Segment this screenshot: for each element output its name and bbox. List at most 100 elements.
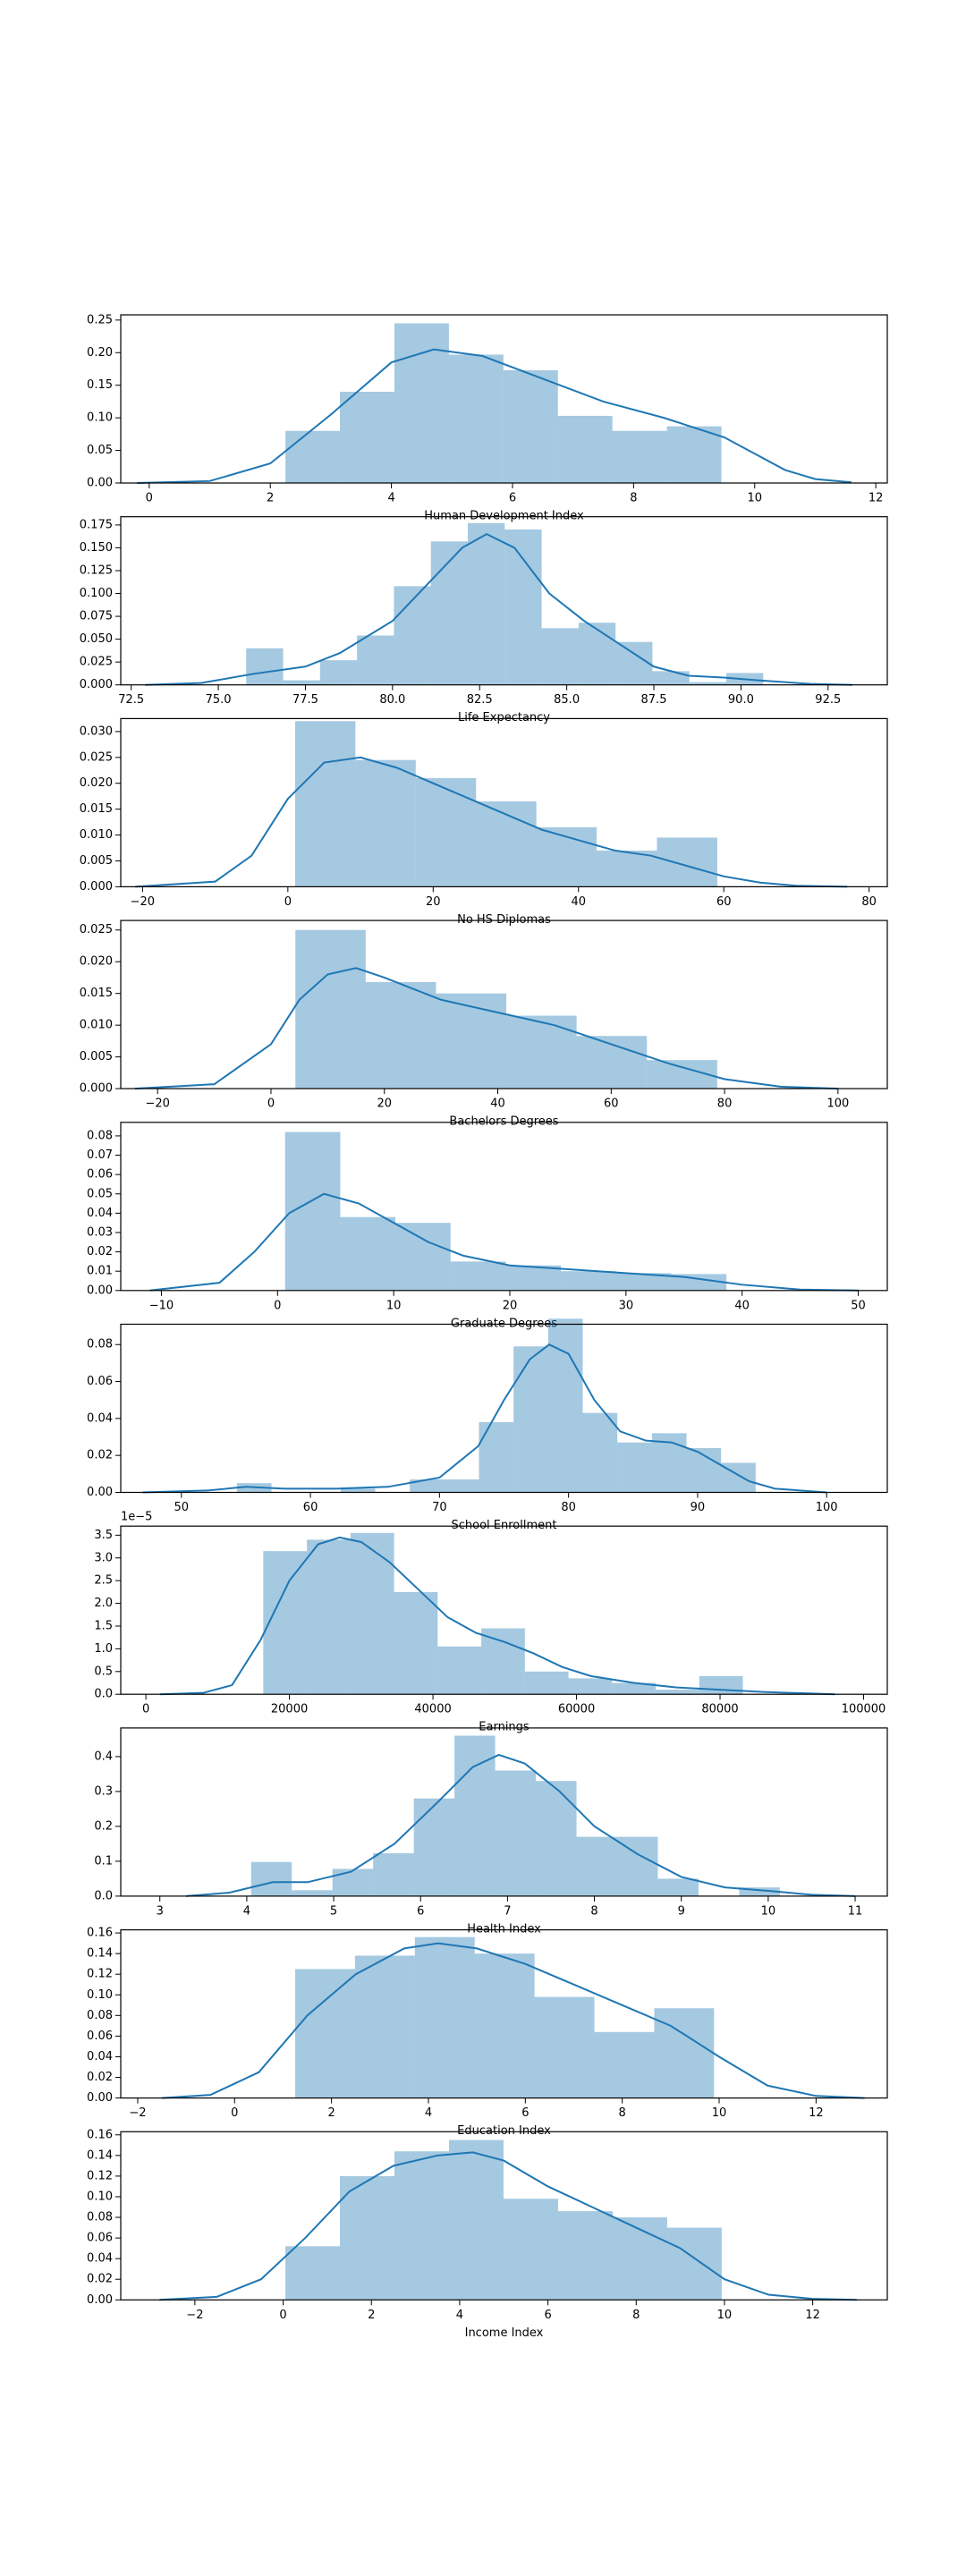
histogram-bar: [689, 682, 727, 685]
histogram-bar: [541, 628, 579, 685]
histogram-bar: [547, 1318, 583, 1493]
y-tick-label: 0.100: [80, 587, 113, 600]
x-tick-label: 80: [861, 895, 877, 909]
y-tick-label: 0.175: [80, 518, 113, 531]
histogram-bar: [394, 1591, 438, 1695]
x-tick-label: 9: [678, 1904, 685, 1918]
y-tick-label: 0.06: [87, 2029, 113, 2043]
histogram-bar: [657, 1878, 699, 1896]
histogram-bar: [534, 1996, 595, 2098]
histogram-bar: [657, 837, 717, 887]
histogram-bar: [612, 2217, 667, 2301]
y-tick-label: 0.000: [80, 880, 113, 894]
x-tick-label: 8: [590, 1904, 597, 1918]
y-tick-label: 0.06: [87, 1375, 113, 1388]
kde-line: [142, 1343, 827, 1494]
kde-line: [137, 348, 852, 484]
x-axis-label: No HS Diplomas: [457, 913, 551, 927]
histogram-bar: [295, 929, 366, 1089]
x-tick-label: 80: [717, 1097, 733, 1111]
x-tick-label: 20: [426, 895, 441, 909]
y-tick-label: 0.0: [94, 1889, 113, 1902]
histogram-bar: [504, 530, 542, 685]
kde-line: [159, 2151, 857, 2301]
x-tick-label: 10: [717, 2309, 733, 2322]
y-tick-label: 0.14: [87, 2148, 113, 2162]
histogram-bar: [666, 2227, 722, 2301]
histogram-bar: [536, 1781, 577, 1896]
histogram-bar: [699, 1675, 743, 1695]
histogram-bar: [414, 1936, 475, 2098]
y-tick-label: 0.1: [94, 1854, 113, 1868]
y-tick-label: 0.00: [87, 477, 113, 490]
x-tick-label: −10: [149, 1299, 174, 1312]
x-tick-label: 82.5: [467, 693, 493, 707]
y-tick-label: 3.0: [94, 1551, 113, 1564]
x-tick-label: 0: [274, 1299, 281, 1312]
histogram-bar: [476, 801, 537, 887]
axes-frame: [120, 1525, 888, 1695]
histogram-bar: [295, 1969, 355, 2098]
axes-frame: [120, 717, 888, 888]
y-tick-label: 0.010: [80, 828, 113, 842]
kde-line: [134, 967, 838, 1090]
y-tick-label: 0.02: [87, 1449, 113, 1462]
histogram-bar: [444, 1479, 479, 1493]
y-tick-label: 0.08: [87, 2211, 113, 2224]
x-tick-label: 50: [174, 1501, 190, 1514]
x-axis-label: Life Expectancy: [458, 711, 550, 724]
histogram-bar: [557, 415, 613, 483]
histogram-bar: [597, 850, 657, 887]
y-tick-label: 0.04: [87, 1411, 113, 1425]
histogram-bar: [283, 680, 320, 685]
y-tick-label: 1.5: [94, 1619, 113, 1632]
kde-line: [149, 1192, 859, 1292]
y-tick-label: 0.010: [80, 1019, 113, 1032]
x-tick-label: 12: [805, 2309, 820, 2322]
histogram-bar: [394, 2151, 449, 2301]
y-tick-label: 0.2: [94, 1819, 113, 1833]
histogram-bar: [479, 1421, 514, 1493]
histogram-bar: [340, 2175, 394, 2301]
histogram-bar: [292, 1890, 333, 1896]
y-tick-label: 0.00: [87, 2293, 113, 2307]
histogram-bar: [578, 623, 616, 685]
y-tick-label: 0.025: [80, 750, 113, 764]
axes-frame: [120, 1727, 888, 1897]
y-tick-label: 0.04: [87, 1207, 113, 1220]
x-axis-label: Graduate Degrees: [451, 1317, 557, 1330]
histogram-bar: [430, 541, 468, 685]
axes-frame: [120, 919, 888, 1089]
axes-frame: [120, 516, 888, 686]
x-tick-label: 40000: [414, 1703, 451, 1716]
y-tick-label: 0.015: [80, 802, 113, 816]
y-tick-label: 0.15: [87, 378, 113, 392]
histogram-bar: [355, 759, 416, 887]
kde-line: [160, 1536, 835, 1696]
x-tick-label: 80: [561, 1501, 576, 1514]
x-tick-label: 6: [521, 2106, 529, 2120]
histogram-bar: [395, 1223, 451, 1291]
x-axis-label: Bachelors Degrees: [449, 1115, 558, 1129]
x-tick-label: 0: [279, 2309, 286, 2322]
y-tick-label: 0.020: [80, 955, 113, 969]
x-tick-label: 4: [425, 2106, 432, 2120]
histogram-bar: [357, 635, 394, 685]
x-tick-label: 75.0: [206, 693, 232, 707]
x-axis-label: Health Index: [467, 1922, 541, 1936]
histogram-bar: [615, 1273, 672, 1291]
histogram-bar: [354, 1955, 415, 2098]
y-tick-label: 0.16: [87, 1927, 113, 1940]
x-tick-label: 12: [809, 2106, 824, 2120]
y-tick-label: 0.025: [80, 923, 113, 936]
x-tick-label: 2: [368, 2309, 375, 2322]
histogram-bar: [250, 1861, 292, 1896]
x-tick-label: 11: [848, 1904, 863, 1918]
histogram-bar: [506, 1015, 577, 1089]
x-tick-label: 0: [142, 1703, 149, 1716]
x-tick-label: 80000: [701, 1703, 738, 1716]
x-tick-label: 7: [504, 1904, 511, 1918]
y-tick-label: 0.125: [80, 564, 113, 577]
histogram-bar: [294, 721, 356, 887]
